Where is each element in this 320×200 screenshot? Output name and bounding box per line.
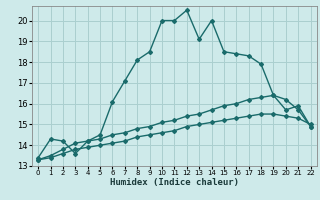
- X-axis label: Humidex (Indice chaleur): Humidex (Indice chaleur): [110, 178, 239, 187]
